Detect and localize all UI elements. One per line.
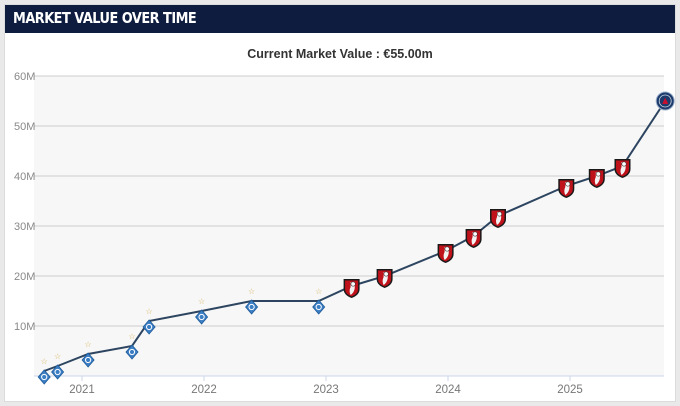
red-black-shield-crest-icon	[465, 229, 482, 248]
red-black-shield-crest-icon	[343, 279, 360, 298]
data-point[interactable]	[655, 91, 675, 111]
data-point[interactable]: ☆	[195, 297, 209, 325]
y-tick-label: 40M	[14, 171, 35, 183]
data-point[interactable]: ☆	[125, 332, 139, 360]
data-point[interactable]	[376, 269, 393, 288]
data-point[interactable]	[343, 279, 360, 298]
red-black-shield-crest-icon	[490, 209, 506, 228]
star-icon: ☆	[315, 287, 322, 296]
star-icon: ☆	[198, 297, 205, 306]
gridlines	[34, 75, 664, 377]
section-header: Market value over time	[5, 5, 675, 33]
blue-diamond-crest-icon	[51, 364, 65, 380]
star-icon: ☆	[41, 357, 48, 366]
red-black-shield-crest-icon	[376, 269, 393, 288]
star-icon: ☆	[54, 352, 61, 361]
x-axis: 2021 2022 2023 2024 2025	[69, 376, 583, 396]
x-tick-label: 2021	[69, 384, 95, 396]
red-black-shield-crest-icon	[558, 179, 575, 198]
y-tick-label: 60M	[14, 71, 35, 83]
data-point[interactable]: ☆	[312, 287, 326, 315]
data-point[interactable]	[490, 209, 506, 228]
star-icon: ☆	[248, 287, 255, 296]
blue-diamond-crest-icon	[195, 309, 209, 325]
data-point[interactable]	[437, 244, 454, 263]
data-point[interactable]	[588, 169, 605, 188]
y-tick-label: 30M	[14, 221, 35, 233]
chart-subtitle: Current Market Value : €55.00m	[247, 47, 433, 61]
blue-diamond-crest-icon	[245, 299, 259, 315]
y-axis: 10M 20M 30M 40M 50M 60M	[14, 71, 35, 333]
blue-diamond-crest-icon	[37, 369, 51, 385]
blue-diamond-crest-icon	[142, 319, 156, 335]
data-point[interactable]: ☆	[37, 357, 51, 385]
navy-round-crest-icon	[655, 91, 675, 111]
y-tick-label: 10M	[14, 321, 35, 333]
x-tick-label: 2023	[313, 384, 339, 396]
data-point[interactable]	[614, 159, 631, 178]
data-point[interactable]	[465, 229, 482, 248]
blue-diamond-crest-icon	[81, 352, 95, 368]
x-tick-label: 2025	[557, 384, 583, 396]
data-markers: ☆ ☆ ☆ ☆ ☆ ☆ ☆ ☆	[37, 91, 675, 385]
x-tick-label: 2024	[435, 384, 461, 396]
red-black-shield-crest-icon	[614, 159, 631, 178]
y-tick-label: 20M	[14, 271, 35, 283]
data-point[interactable]: ☆	[142, 307, 156, 335]
data-point[interactable]	[558, 179, 575, 198]
data-point[interactable]: ☆	[245, 287, 259, 315]
x-tick-label: 2022	[191, 384, 217, 396]
data-point[interactable]: ☆	[81, 340, 95, 368]
star-icon: ☆	[128, 332, 135, 341]
blue-diamond-crest-icon	[312, 299, 326, 315]
star-icon: ☆	[146, 307, 153, 316]
data-point[interactable]: ☆	[51, 352, 65, 380]
blue-diamond-crest-icon	[125, 344, 139, 360]
red-black-shield-crest-icon	[437, 244, 454, 263]
section-title: Market value over time	[13, 9, 197, 27]
red-black-shield-crest-icon	[588, 169, 605, 188]
y-tick-label: 50M	[14, 121, 35, 133]
star-icon: ☆	[85, 340, 92, 349]
